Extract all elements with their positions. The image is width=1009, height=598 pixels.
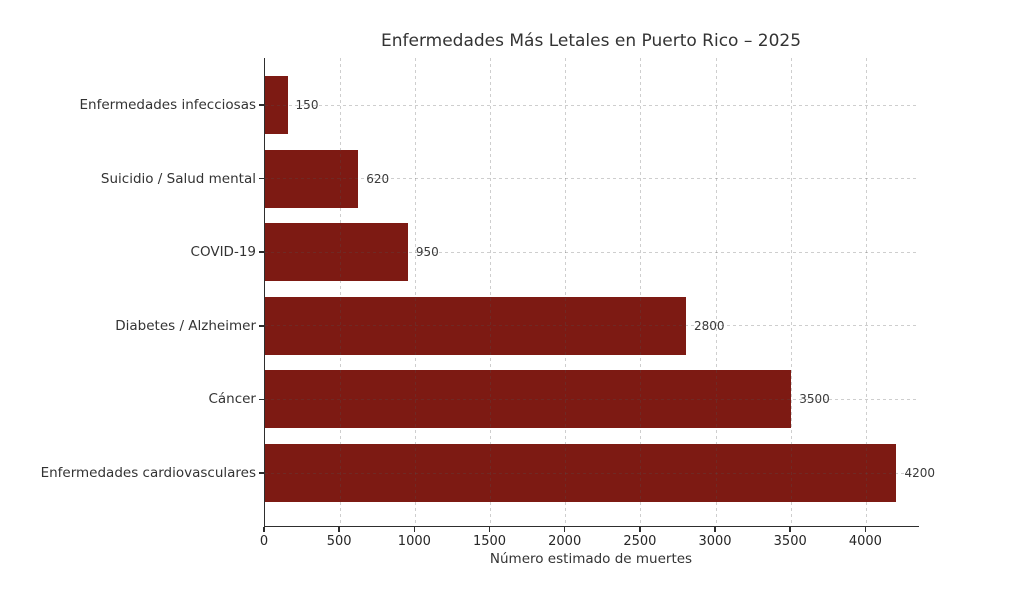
x-tick-label: 0 — [259, 534, 269, 549]
x-tick-mark — [413, 527, 416, 532]
bar-value-label: 950 — [415, 245, 439, 260]
y-tick-mark — [259, 325, 264, 327]
chart-title: Enfermedades Más Letales en Puerto Rico … — [380, 31, 802, 51]
bar-value-label: 620 — [366, 171, 390, 186]
x-gridline — [715, 58, 717, 526]
bar-value-label: 4200 — [904, 466, 935, 480]
y-gridline — [265, 104, 919, 106]
y-category-label: Diabetes / Alzheimer — [115, 317, 256, 334]
x-tick-mark — [488, 527, 491, 532]
y-category-label: Cáncer — [208, 391, 256, 408]
y-tick-mark — [259, 104, 264, 106]
bar-3 — [265, 223, 408, 282]
y-gridline — [265, 251, 919, 253]
y-tick-mark — [259, 177, 264, 180]
y-category-label: Enfermedades infecciosas — [79, 97, 256, 113]
x-tick-mark — [789, 527, 791, 532]
y-gridline — [265, 325, 919, 327]
x-axis-title: Número estimado de muertes — [489, 551, 693, 567]
y-tick-mark — [259, 251, 264, 253]
y-category-label: Enfermedades cardiovasculares — [40, 465, 256, 481]
x-tick-label: 2000 — [548, 534, 582, 549]
y-category-label: COVID-19 — [190, 244, 256, 261]
x-tick-label: 500 — [326, 534, 352, 549]
x-gridline — [865, 58, 867, 526]
x-gridline — [790, 58, 792, 526]
x-tick-mark — [639, 527, 641, 532]
x-gridline — [339, 58, 341, 526]
x-tick-label: 3500 — [773, 534, 807, 549]
y-tick-mark — [259, 472, 264, 474]
x-tick-label: 1000 — [397, 534, 431, 549]
bar-value-label: 2800 — [693, 318, 725, 333]
x-tick-mark — [714, 527, 716, 532]
bar-6 — [265, 444, 897, 502]
y-gridline — [265, 398, 919, 400]
bar-4 — [265, 296, 686, 355]
bar-value-label: 150 — [295, 98, 319, 112]
x-tick-label: 2500 — [623, 534, 657, 549]
x-tick-mark — [864, 527, 867, 532]
y-category-label: Suicidio / Salud mental — [100, 170, 256, 187]
y-gridline — [265, 472, 919, 474]
bar-2 — [265, 149, 359, 208]
plot-area: 150 620 950 2800 3500 4200 — [264, 58, 935, 527]
bar-5 — [265, 370, 792, 429]
y-gridline — [265, 178, 919, 180]
y-tick-mark — [259, 398, 264, 401]
x-gridline — [490, 58, 492, 526]
x-tick-mark — [563, 527, 566, 532]
x-tick-label: 1500 — [472, 534, 507, 549]
x-gridline — [640, 58, 642, 526]
x-tick-label: 4000 — [848, 534, 882, 549]
x-tick-mark — [338, 527, 340, 532]
x-tick-mark — [263, 527, 265, 532]
bar-1 — [265, 76, 288, 134]
x-tick-label: 3000 — [698, 534, 732, 549]
bar-value-label: 3500 — [799, 392, 830, 407]
x-gridline — [414, 58, 416, 526]
x-gridline — [565, 58, 567, 526]
